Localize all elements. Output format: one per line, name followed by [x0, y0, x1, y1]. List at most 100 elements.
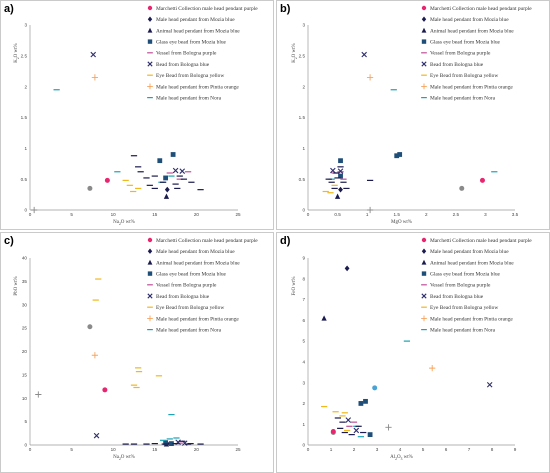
data-point-dark: [366, 179, 374, 181]
y-tick-label: 0: [24, 208, 27, 213]
x-tick-label: 5: [422, 447, 425, 452]
legend-marker-s6: [421, 293, 427, 299]
legend-marker-s6: [421, 61, 427, 67]
data-point-s4: [163, 175, 169, 181]
legend-marker-s4: [147, 271, 153, 276]
legend-entry-label: Bead from Bologna blue: [156, 293, 210, 300]
legend-entry-label: Bead from Bologna blue: [430, 61, 484, 68]
legend-entry-label: Male head pendant from Mozia blue: [430, 16, 509, 23]
data-point-s9: [166, 438, 173, 440]
data-point-s7: [320, 405, 328, 408]
data-point-s7: [331, 184, 338, 186]
x-tick-label: 0: [29, 212, 32, 217]
legend-entry-label: Marchetti Collection male head pendant p…: [156, 238, 258, 244]
data-point-dark: [161, 443, 168, 445]
data-point-dark: [143, 177, 150, 179]
data-point-s2: [164, 186, 170, 193]
x-tick-label: 15: [152, 447, 158, 452]
data-point-dark: [355, 425, 362, 427]
legend-marker-s7: [421, 74, 427, 76]
data-point-grey: [459, 185, 465, 191]
data-point-s1: [479, 177, 485, 183]
data-point-s6: [486, 381, 493, 388]
data-point-s7: [341, 412, 348, 414]
data-point-dark: [325, 178, 332, 180]
legend-entry-label: Animal head pendant from Mozia blue: [430, 259, 514, 266]
legend-entry-label: Male head pendant from Pintia orange: [430, 315, 513, 322]
legend-marker-s4: [147, 39, 153, 44]
legend-entry-label: Male head pendant from Mozia blue: [156, 248, 235, 255]
data-point-s6: [330, 167, 336, 174]
legend-marker-s8: [421, 83, 427, 90]
data-point-dark: [187, 442, 194, 445]
legend-marker-s6: [147, 293, 153, 299]
x-tick-label: 5: [70, 447, 73, 452]
data-point-s4: [358, 401, 364, 406]
data-point-s8: [366, 74, 374, 81]
data-point-s4: [397, 152, 403, 157]
data-point-grey: [87, 324, 93, 330]
data-point-s7: [339, 415, 346, 417]
x-tick-label: 3: [376, 447, 379, 452]
data-point-s5: [184, 171, 192, 173]
data-point-dark: [328, 181, 335, 183]
legend-entry-label: Vessel from Bologna purple: [156, 282, 217, 289]
data-point-dark: [172, 442, 179, 445]
legend-entry-label: Eye Bead from Bologna yellow: [430, 304, 498, 311]
legend-marker-s5: [147, 284, 153, 286]
data-point-grey: [87, 185, 93, 191]
data-point-dark: [341, 431, 348, 434]
x-tick-label: 10: [111, 212, 117, 217]
data-point-s7: [322, 190, 329, 193]
data-point-dark: [130, 155, 138, 157]
y-tick-label: 7: [302, 297, 305, 302]
data-point-grey: [366, 206, 374, 214]
y-tick-label: 1: [24, 146, 27, 151]
data-point-s6: [93, 432, 100, 439]
data-point-s9: [168, 175, 175, 177]
data-point-s9: [357, 436, 365, 438]
legend-marker-s7: [421, 306, 427, 308]
chart-panel-b: b) 0 0.5 1 1.5 2 2.5 3 3.5 0 0.5 1 1.5 2 2.5 3 MgO wt% K2…: [276, 0, 550, 230]
y-axis-title: PbO wt%: [14, 276, 19, 295]
data-point-grey: [35, 391, 42, 398]
data-point-s7: [95, 278, 102, 280]
data-point-s5: [176, 178, 183, 180]
x-axis-title: Na2O wt%: [113, 220, 135, 226]
x-tick-label: 1: [366, 212, 369, 217]
data-point-s6: [353, 427, 360, 434]
data-point-s4: [394, 153, 400, 159]
data-point-s5: [346, 425, 353, 427]
legend-entry-label: Eye Bead from Bologna yellow: [430, 72, 498, 79]
data-point-dark: [340, 181, 347, 183]
legend-marker-s9: [421, 97, 427, 99]
legend-entry-label: Glass eye bead from Mozia blue: [156, 271, 227, 278]
data-point-s7: [327, 192, 334, 194]
x-tick-label: 1.5: [394, 212, 401, 217]
legend-marker-s2: [147, 248, 153, 254]
data-point-s7: [343, 429, 351, 432]
panel-letter: b): [280, 3, 291, 15]
data-point-s3: [163, 193, 170, 199]
x-tick-label: 8: [491, 447, 494, 452]
data-point-dark: [180, 178, 188, 180]
data-point-s4: [157, 158, 163, 164]
data-point-grey: [385, 424, 392, 431]
legend-marker-s9: [421, 329, 427, 331]
data-point-s5: [340, 178, 347, 180]
y-tick-label: 35: [22, 279, 28, 284]
legend-marker-s9: [147, 329, 153, 331]
data-point-s3: [334, 193, 341, 199]
data-point-s4: [163, 440, 169, 446]
y-tick-label: 0.5: [21, 177, 28, 182]
legend-entry-label: Male head pendant from Nora: [430, 95, 496, 102]
legend-marker-s3: [147, 259, 153, 265]
legend-entry-label: Glass eye bead from Mozia blue: [430, 271, 501, 278]
data-point-s9: [168, 414, 175, 416]
legend-marker-s1: [421, 237, 427, 243]
legend-entry-label: Marchetti Collection male head pendant p…: [430, 6, 532, 12]
x-axis-title: Al2O3 wt%: [390, 455, 413, 461]
data-point-dark: [337, 166, 344, 168]
legend-marker-s3: [421, 259, 427, 265]
